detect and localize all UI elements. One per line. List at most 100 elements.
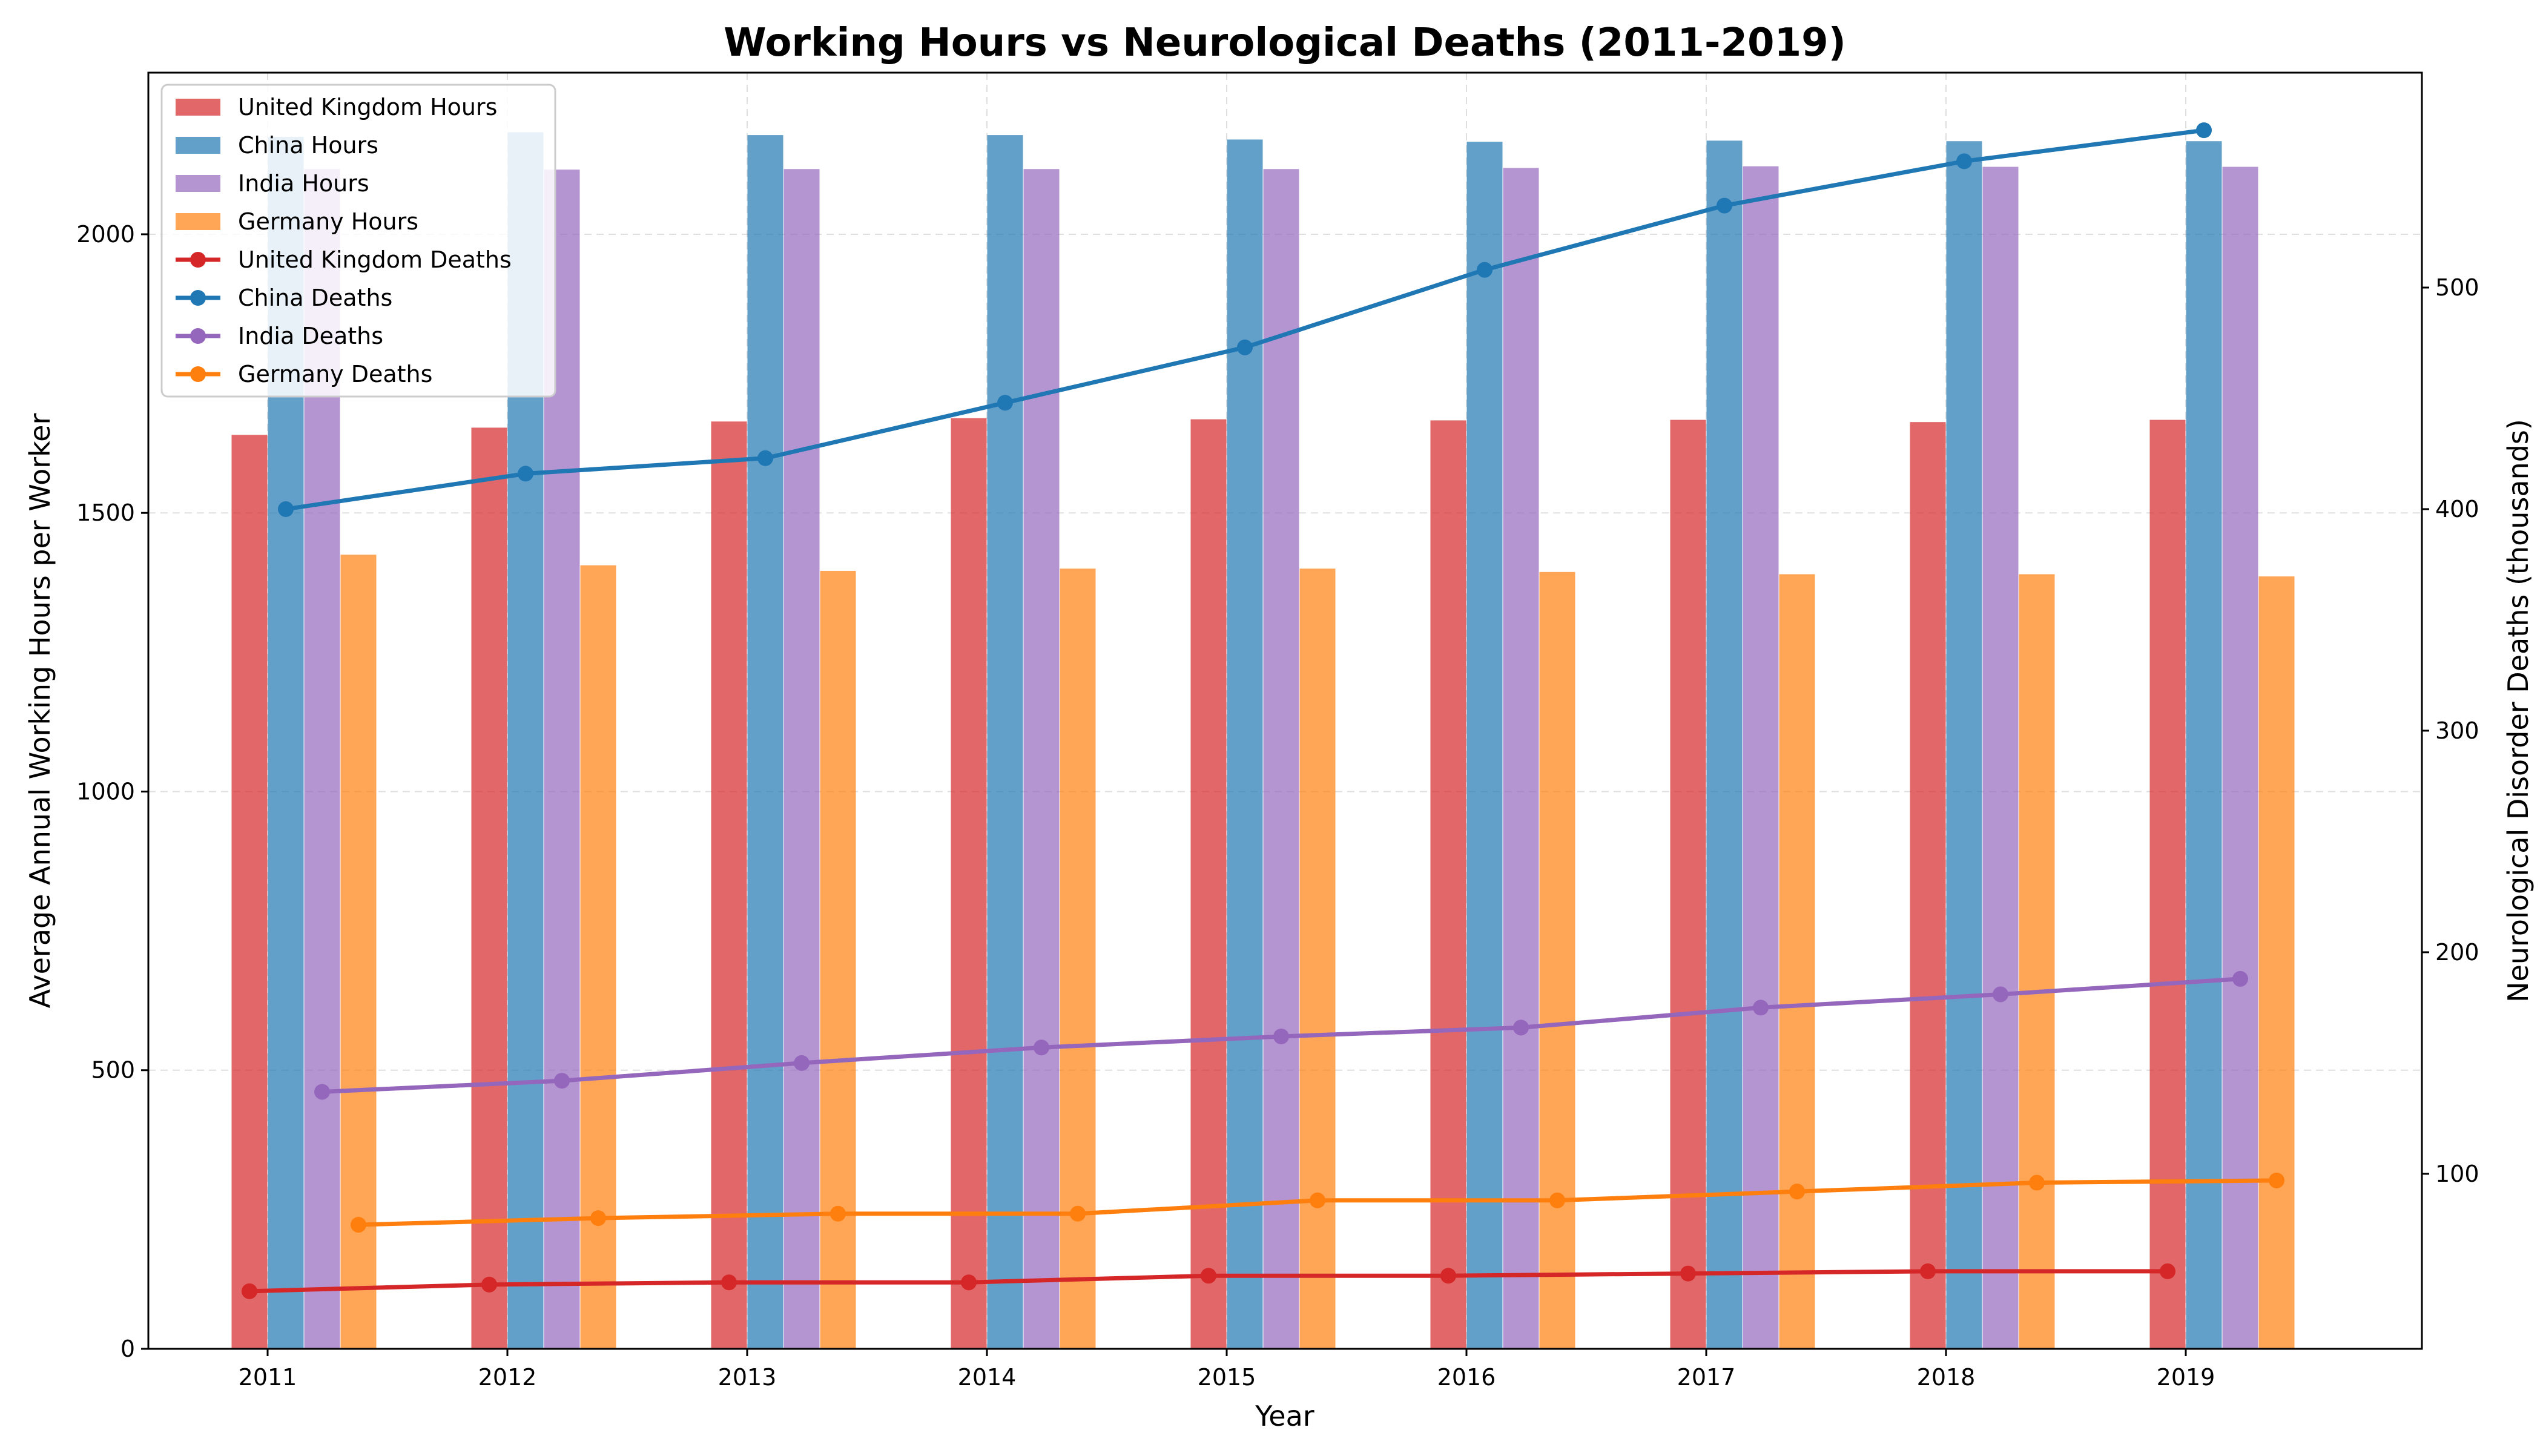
bar-united-kingdom-hours [1430, 420, 1466, 1349]
bar-united-kingdom-hours [231, 435, 268, 1349]
bar-united-kingdom-hours [2149, 420, 2186, 1349]
point-china-deaths [757, 450, 773, 466]
point-united-kingdom-deaths [961, 1274, 977, 1291]
bar-germany-hours [1539, 572, 1575, 1349]
point-india-deaths [1513, 1020, 1529, 1036]
bar-germany-hours [580, 565, 616, 1349]
point-united-kingdom-deaths [1680, 1265, 1696, 1282]
bar-india-hours [1263, 169, 1299, 1349]
bar-china-hours [747, 135, 783, 1349]
bar-united-kingdom-hours [1190, 419, 1227, 1349]
point-china-deaths [278, 501, 294, 517]
point-united-kingdom-deaths [1201, 1268, 1216, 1284]
chart-title: Working Hours vs Neurological Deaths (20… [724, 21, 1846, 65]
y-axis-left-label: Average Annual Working Hours per Worker [24, 413, 56, 1009]
point-germany-deaths [1789, 1184, 1805, 1200]
point-india-deaths [554, 1073, 570, 1089]
x-tick-label: 2018 [1917, 1364, 1976, 1391]
bar-germany-hours [1299, 568, 1336, 1349]
y-left-tick-label: 1500 [76, 499, 135, 526]
legend-marker-india-deaths [190, 328, 206, 344]
axes: 2011 2012 2013 2014 2015 2016 2017 2018 2019 0 500… [76, 221, 2479, 1391]
point-united-kingdom-deaths [1440, 1268, 1456, 1284]
legend-frame [160, 84, 556, 398]
bar-china-hours [1227, 139, 1263, 1349]
bar-china-hours [987, 135, 1023, 1349]
bar-china-hours [1706, 140, 1743, 1349]
bar-united-kingdom-hours [471, 427, 507, 1349]
legend-marker-china-deaths [190, 290, 206, 306]
bar-china-hours [1466, 142, 1503, 1349]
y-right-tick-label: 100 [2435, 1161, 2479, 1187]
legend-swatch-united-kingdom-hours [176, 99, 220, 116]
point-germany-deaths [2029, 1174, 2045, 1191]
bar-germany-hours [1779, 574, 1815, 1349]
point-china-deaths [518, 466, 533, 482]
point-india-deaths [314, 1084, 330, 1100]
x-tick-label: 2016 [1437, 1364, 1496, 1391]
legend-marker-germany-deaths [190, 366, 206, 382]
bar-series-group [231, 132, 2295, 1349]
x-tick-label: 2015 [1198, 1364, 1256, 1391]
bar-united-kingdom-hours [1910, 422, 1946, 1349]
point-india-deaths [1753, 1000, 1769, 1016]
x-tick-label: 2011 [239, 1364, 297, 1391]
line-series-group [242, 122, 2284, 1299]
bar-india-hours [2222, 166, 2258, 1349]
bar-germany-hours [820, 570, 856, 1349]
point-china-deaths [1477, 262, 1492, 278]
point-germany-deaths [590, 1210, 606, 1227]
x-tick-label: 2019 [2157, 1364, 2215, 1391]
y-axis-right-label: Neurological Disorder Deaths (thousands) [2502, 419, 2535, 1003]
bar-india-hours [1503, 168, 1539, 1349]
y-left-tick-label: 500 [91, 1057, 135, 1084]
point-germany-deaths [1070, 1205, 1086, 1222]
y-left-tick-label: 1000 [76, 778, 135, 805]
point-india-deaths [2232, 970, 2248, 987]
point-china-deaths [2196, 122, 2212, 139]
bar-china-hours [1946, 141, 1982, 1349]
bar-germany-hours [2258, 576, 2295, 1349]
point-china-deaths [997, 395, 1013, 411]
legend: United Kingdom Hours China Hours India Hou… [160, 84, 556, 398]
point-china-deaths [1717, 197, 1732, 214]
bar-india-hours [1982, 166, 2019, 1349]
point-china-deaths [1956, 153, 1972, 170]
x-axis-label: Year [1255, 1400, 1314, 1432]
plot-frame [147, 71, 2423, 1350]
y-left-tick-label: 2000 [76, 221, 135, 248]
bar-united-kingdom-hours [951, 418, 987, 1349]
legend-label-india-hours: India Hours [238, 170, 369, 197]
point-india-deaths [1034, 1039, 1049, 1056]
legend-swatch-china-hours [176, 137, 220, 154]
legend-label-united-kingdom-hours: United Kingdom Hours [238, 94, 497, 120]
bar-india-hours [783, 169, 820, 1349]
legend-label-india-deaths: India Deaths [238, 323, 383, 349]
point-germany-deaths [1549, 1192, 1565, 1208]
point-india-deaths [1273, 1028, 1289, 1044]
point-india-deaths [794, 1055, 810, 1071]
x-tick-label: 2017 [1677, 1364, 1736, 1391]
legend-label-united-kingdom-deaths: United Kingdom Deaths [238, 246, 512, 273]
bar-china-hours [2186, 141, 2222, 1349]
point-united-kingdom-deaths [1920, 1263, 1936, 1279]
point-china-deaths [1237, 339, 1253, 355]
point-united-kingdom-deaths [242, 1283, 257, 1299]
point-germany-deaths [351, 1217, 366, 1233]
legend-label-china-deaths: China Deaths [238, 285, 392, 311]
point-united-kingdom-deaths [721, 1274, 737, 1291]
bar-germany-hours [340, 555, 377, 1349]
y-right-tick-label: 500 [2435, 274, 2479, 301]
legend-marker-united-kingdom-deaths [190, 252, 206, 268]
bar-germany-hours [1060, 568, 1096, 1349]
bar-india-hours [1023, 169, 1060, 1349]
x-tick-label: 2013 [718, 1364, 777, 1391]
y-right-tick-label: 300 [2435, 717, 2479, 744]
x-tick-label: 2012 [478, 1364, 537, 1391]
legend-swatch-germany-hours [176, 213, 220, 230]
legend-label-germany-deaths: Germany Deaths [238, 361, 432, 387]
point-germany-deaths [830, 1205, 846, 1222]
point-germany-deaths [1310, 1192, 1325, 1208]
legend-label-germany-hours: Germany Hours [238, 208, 418, 235]
